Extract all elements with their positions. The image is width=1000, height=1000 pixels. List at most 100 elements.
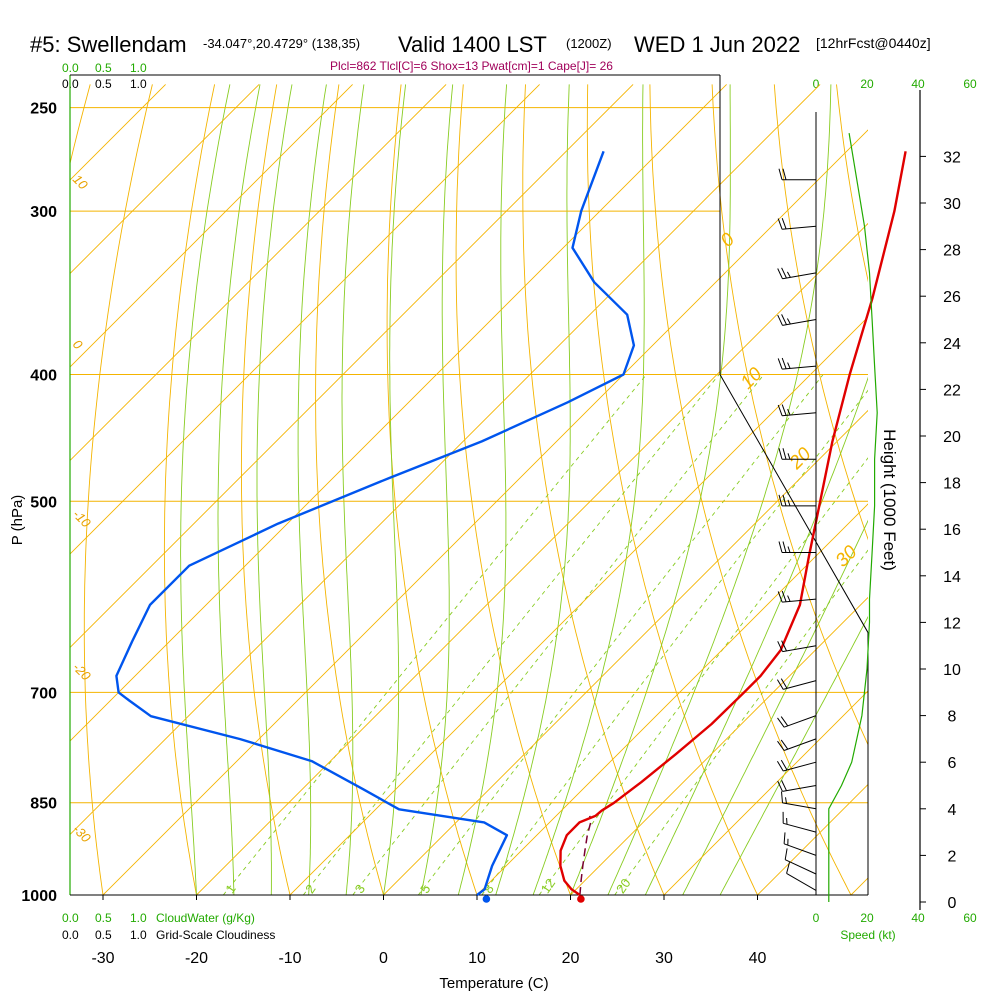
cloud-tick: 0.5 bbox=[95, 77, 112, 91]
wind-barb-staff bbox=[782, 802, 817, 810]
moist-adiabat bbox=[495, 84, 571, 895]
surface-temperature-dot bbox=[577, 895, 585, 903]
station-title: #5: Swellendam bbox=[30, 32, 187, 57]
isotherm bbox=[70, 84, 634, 649]
height-tick-label: 16 bbox=[943, 522, 961, 539]
wind-barb-flag bbox=[777, 780, 783, 792]
mixing-ratio-line bbox=[352, 374, 765, 895]
wind-barb bbox=[778, 494, 816, 507]
cloud-tick: 0.0 bbox=[62, 911, 79, 925]
parcel-trace bbox=[579, 815, 592, 896]
wind-barb-flag bbox=[782, 448, 787, 460]
cloud-tick: 0.5 bbox=[95, 928, 112, 942]
wind-barb bbox=[777, 357, 817, 370]
theta-label: 10 bbox=[737, 363, 767, 393]
moist-adiabat bbox=[420, 84, 454, 895]
wind-barb-staff bbox=[786, 872, 817, 891]
wind-barb bbox=[776, 759, 817, 772]
mixing-ratio-line bbox=[417, 374, 824, 895]
wind-barb-staff bbox=[782, 272, 817, 280]
wind-barb-flag bbox=[782, 168, 787, 180]
wind-barb-staff bbox=[784, 859, 817, 875]
wind-barb bbox=[776, 678, 817, 690]
dry-adiabat bbox=[240, 84, 291, 895]
mixing-ratio-line bbox=[302, 374, 720, 895]
cloud-tick: 0.0 bbox=[62, 61, 79, 75]
wind-barb-staff bbox=[783, 761, 817, 772]
wind-barb-staff bbox=[782, 598, 817, 603]
isotherm bbox=[383, 409, 868, 895]
wind-barb-flag bbox=[778, 541, 783, 553]
speed-tick: 60 bbox=[963, 911, 977, 925]
wind-barb bbox=[782, 811, 817, 833]
wind-barb-flag bbox=[777, 740, 785, 751]
wind-barb-flag bbox=[781, 640, 787, 652]
wind-barb-flag bbox=[784, 848, 788, 860]
station-coords: -34.047°,20.4729° (138,35) bbox=[203, 36, 360, 51]
isotherm-label: -30 bbox=[70, 822, 94, 846]
wind-barb-staff bbox=[783, 843, 817, 856]
isotherm bbox=[289, 316, 868, 895]
isotherm bbox=[663, 690, 868, 895]
plot-frame bbox=[69, 74, 869, 896]
isotherm bbox=[70, 84, 353, 368]
height-tick-label: 0 bbox=[948, 895, 957, 912]
x-tick-label: 0 bbox=[379, 950, 388, 967]
wind-barb-half bbox=[787, 453, 791, 460]
clipped-background bbox=[0, 84, 868, 895]
pressure-tick-label: 500 bbox=[30, 494, 57, 511]
moist-adiabat bbox=[217, 84, 261, 895]
cloud-tick: 1.0 bbox=[130, 77, 147, 91]
wind-barb bbox=[777, 404, 817, 417]
isotherm bbox=[70, 84, 821, 836]
moist-adiabat bbox=[719, 615, 868, 895]
dry-adiabat bbox=[0, 84, 28, 895]
height-tick-label: 10 bbox=[943, 662, 961, 679]
speed-scale-top: 0 20 40 60 bbox=[813, 77, 977, 91]
wind-speed-profile bbox=[828, 133, 878, 902]
surface-dewpoint-dot bbox=[482, 895, 491, 903]
cloud-tick: 0.0 bbox=[62, 928, 79, 942]
dewpoint-trace bbox=[115, 150, 636, 896]
isotherm bbox=[196, 222, 868, 895]
wind-barb-flag bbox=[780, 678, 788, 689]
isotherm bbox=[850, 877, 868, 895]
x-tick-label: -10 bbox=[278, 950, 301, 967]
wind-barb bbox=[777, 640, 817, 653]
wind-barb bbox=[778, 541, 816, 553]
wind-barb bbox=[777, 590, 817, 603]
speed-tick: 60 bbox=[963, 77, 977, 91]
axis-ticks: -30 -20 -10 0 10 20 30 402503004005007008501000… bbox=[21, 90, 961, 967]
speed-tick: 0 bbox=[813, 911, 820, 925]
wind-barb-half bbox=[787, 595, 791, 602]
wind-barb-flag bbox=[780, 759, 788, 771]
wind-barb-staff bbox=[782, 225, 817, 230]
wind-barb-flag bbox=[778, 448, 783, 460]
wind-barb bbox=[777, 738, 817, 751]
wind-barb-half bbox=[787, 409, 791, 416]
cloud-tick: 0.5 bbox=[95, 911, 112, 925]
wind-barb-flag bbox=[777, 641, 783, 652]
x-tick-label: -30 bbox=[91, 950, 114, 967]
moist-adiabat bbox=[570, 84, 731, 895]
moist-adiabat bbox=[297, 84, 327, 895]
wind-barb bbox=[783, 832, 817, 856]
cloud-tick: 1.0 bbox=[130, 911, 147, 925]
cloud-tick: 1.0 bbox=[130, 61, 147, 75]
speed-tick: 0 bbox=[813, 77, 820, 91]
moist-adiabat bbox=[532, 84, 645, 895]
wind-barb-half bbox=[787, 362, 791, 369]
moist-adiabat bbox=[256, 84, 293, 895]
isotherm bbox=[70, 84, 166, 181]
dry-adiabat bbox=[522, 84, 665, 895]
height-tick-label: 2 bbox=[948, 848, 957, 865]
cloudwater-label: CloudWater (g/Kg) bbox=[156, 911, 255, 925]
height-tick-label: 32 bbox=[943, 149, 961, 166]
pressure-tick-label: 1000 bbox=[21, 888, 57, 905]
wind-barb-staff bbox=[782, 645, 817, 653]
moist-adiabat bbox=[457, 84, 508, 895]
stability-indices: Plcl=862 Tlcl[C]=6 Shox=13 Pwat[cm]=1 Ca… bbox=[330, 59, 613, 73]
wind-barb bbox=[781, 791, 817, 810]
wind-barb-flag bbox=[777, 591, 783, 603]
